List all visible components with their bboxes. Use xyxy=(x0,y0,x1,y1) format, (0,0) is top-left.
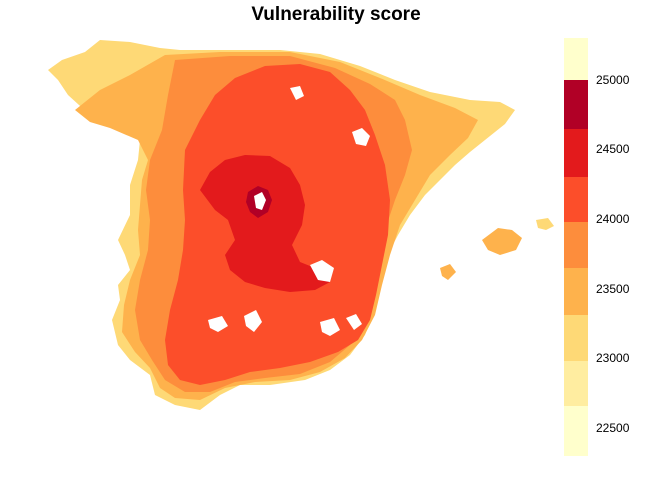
region-hole-madrid xyxy=(254,192,266,210)
region-hole-4 xyxy=(244,310,262,332)
region-hole-7 xyxy=(290,86,304,100)
color-legend xyxy=(564,38,588,456)
legend-swatch xyxy=(564,38,588,80)
legend-swatch xyxy=(564,315,588,362)
legend-tick-label: 24500 xyxy=(596,142,630,157)
legend-swatch xyxy=(564,405,588,456)
region-balearic-mallorca xyxy=(482,228,522,255)
legend-swatch xyxy=(564,177,588,222)
region-balearic-ibiza xyxy=(440,264,456,280)
region-band-core xyxy=(200,155,330,292)
region-hole-3 xyxy=(208,316,228,332)
region-hole-2 xyxy=(310,260,334,282)
legend-tick-label: 23500 xyxy=(596,281,630,296)
region-hole-1 xyxy=(352,128,370,146)
legend-swatch xyxy=(564,361,588,406)
region-hole-6 xyxy=(346,314,362,330)
legend-swatch xyxy=(564,267,588,316)
legend-swatch xyxy=(564,128,588,178)
legend-tick-label: 24000 xyxy=(596,212,630,227)
region-hole-5 xyxy=(320,318,340,336)
map-title: Vulnerability score xyxy=(251,4,421,25)
legend-tick-label: 25000 xyxy=(596,72,630,87)
legend-swatch xyxy=(564,79,588,129)
legend-swatch xyxy=(564,221,588,268)
legend-tick-label: 22500 xyxy=(596,421,630,436)
region-balearic-menorca xyxy=(536,218,554,230)
legend-tick-label: 23000 xyxy=(596,351,630,366)
